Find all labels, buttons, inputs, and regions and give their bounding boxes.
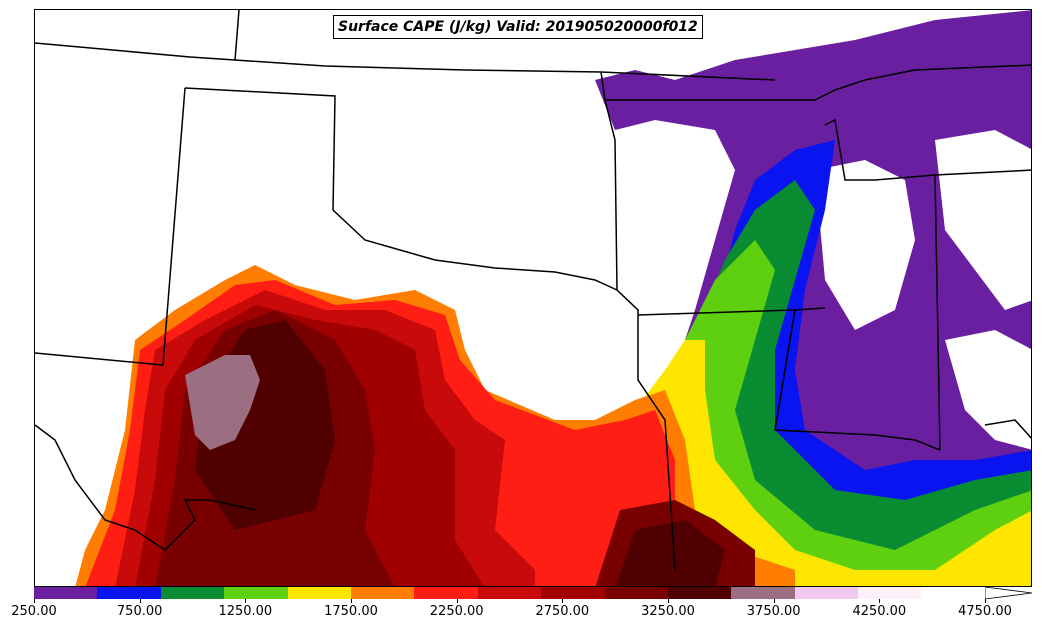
colorbar-segment — [34, 587, 98, 599]
colorbar-tick-mark — [351, 599, 352, 603]
map-panel — [34, 9, 1032, 587]
colorbar-tick-mark — [668, 599, 669, 603]
colorbar-segment — [541, 587, 605, 599]
colorbar-segment — [921, 587, 985, 599]
cape-region-max — [185, 355, 260, 450]
colorbar-tick-mark — [985, 599, 986, 603]
colorbar-tick-label: 250.00 — [11, 604, 57, 619]
colorbar-tick-label: 3750.00 — [746, 604, 801, 619]
colorbar-segment — [477, 587, 542, 599]
colorbar-segment — [604, 587, 668, 599]
colorbar-segment — [224, 587, 288, 599]
colorbar-extend-arrow — [985, 587, 1033, 599]
colorbar-tick-mark — [245, 599, 247, 603]
colorbar-segment — [350, 587, 415, 599]
colorbar-segment — [794, 587, 859, 599]
colorbar-segment — [97, 587, 161, 599]
colorbar-segment — [731, 587, 795, 599]
colorbar-segment — [287, 587, 351, 599]
colorbar-tick-mark — [562, 599, 564, 603]
cape-map — [35, 10, 1031, 586]
map-title: Surface CAPE (J/kg) Valid: 201905020000f… — [333, 15, 703, 39]
colorbar — [34, 587, 985, 599]
colorbar-tick-mark — [139, 599, 141, 603]
colorbar-tick-label: 1250.00 — [218, 604, 273, 619]
colorbar-segment — [414, 587, 478, 599]
colorbar-segment — [160, 587, 225, 599]
colorbar-segment — [667, 587, 732, 599]
colorbar-tick-label: 2250.00 — [429, 604, 484, 619]
colorbar-tick-label: 4250.00 — [852, 604, 907, 619]
colorbar-tick-label: 3250.00 — [641, 604, 695, 619]
colorbar-tick-label: 750.00 — [116, 604, 163, 619]
colorbar-tick-mark — [773, 599, 775, 603]
colorbar-segment — [858, 587, 922, 599]
colorbar-tick-mark — [34, 599, 35, 603]
colorbar-tick-label: 2750.00 — [535, 604, 590, 619]
colorbar-tick-mark — [879, 599, 881, 603]
state-boundaries — [35, 10, 1031, 571]
colorbar-tick-label: 4750.00 — [958, 604, 1012, 619]
colorbar-tick-mark — [456, 599, 458, 603]
colorbar-tick-label: 1750.00 — [324, 604, 378, 619]
cape-fill-layer — [75, 10, 1031, 586]
